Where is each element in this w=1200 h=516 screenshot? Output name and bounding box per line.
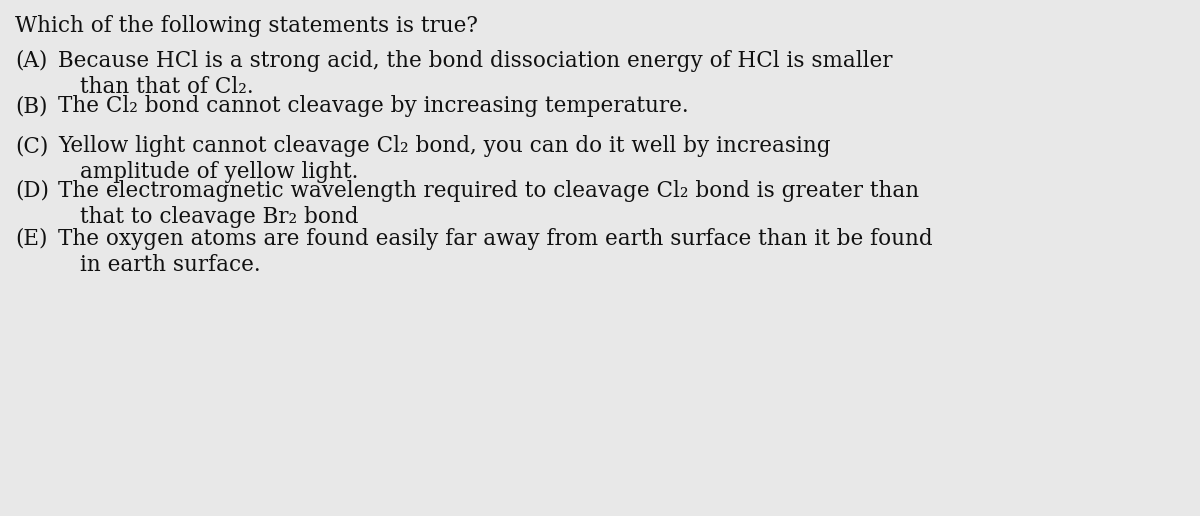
Text: amplitude of yellow light.: amplitude of yellow light. — [80, 161, 359, 183]
Text: Which of the following statements is true?: Which of the following statements is tru… — [14, 15, 478, 37]
Text: Yellow light cannot cleavage Cl₂ bond, you can do it well by increasing: Yellow light cannot cleavage Cl₂ bond, y… — [58, 135, 830, 157]
Text: (B): (B) — [14, 95, 48, 117]
Text: in earth surface.: in earth surface. — [80, 254, 260, 276]
Text: The oxygen atoms are found easily far away from earth surface than it be found: The oxygen atoms are found easily far aw… — [58, 228, 932, 250]
Text: The Cl₂ bond cannot cleavage by increasing temperature.: The Cl₂ bond cannot cleavage by increasi… — [58, 95, 689, 117]
Text: Because HCl is a strong acid, the bond dissociation energy of HCl is smaller: Because HCl is a strong acid, the bond d… — [58, 50, 893, 72]
Text: (C): (C) — [14, 135, 48, 157]
Text: (E): (E) — [14, 228, 48, 250]
Text: than that of Cl₂.: than that of Cl₂. — [80, 76, 253, 98]
Text: The electromagnetic wavelength required to cleavage Cl₂ bond is greater than: The electromagnetic wavelength required … — [58, 180, 919, 202]
Text: (A): (A) — [14, 50, 47, 72]
Text: (D): (D) — [14, 180, 49, 202]
Text: that to cleavage Br₂ bond: that to cleavage Br₂ bond — [80, 206, 359, 228]
